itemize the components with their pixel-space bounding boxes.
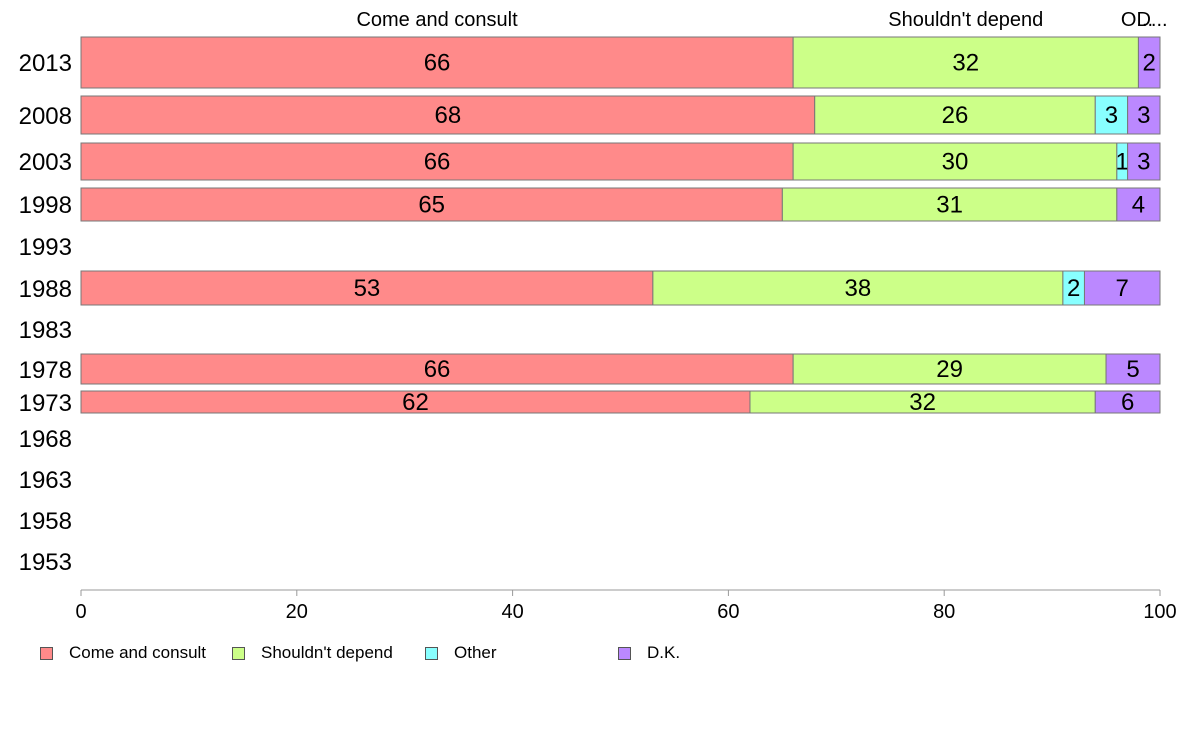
legend-label-dk: D.K. [647,643,681,662]
x-tick-label-0: 0 [75,601,86,623]
data-label-2003-other: 1 [1116,149,1129,176]
year-label-2008: 2008 [19,103,72,130]
data-label-1973-shouldn-t-depend: 32 [909,389,936,416]
data-label-2008-other: 3 [1105,102,1118,129]
legend-label-shouldnt-depend: Shouldn't depend [261,643,393,662]
year-label-1968: 1968 [19,426,72,453]
data-label-1978-shouldn-t-depend: 29 [936,356,963,383]
bar-2003-shouldn-t-depend [792,142,1118,181]
data-label-1998-d-k-: 4 [1132,192,1145,219]
bar-1988-shouldn-t-depend [652,270,1064,306]
x-tick-label-20: 20 [286,601,308,623]
top-label-0: Come and consult [356,9,518,31]
bar-1998-d-k- [1116,187,1161,222]
bar-1988-d-k- [1083,270,1161,306]
legend-swatch-other [425,646,438,660]
bar-2008-other [1094,95,1129,135]
data-label-1973-come-and-consult: 62 [402,389,429,416]
bar-2003-come-and-consult [80,142,794,181]
data-label-2003-d-k-: 3 [1137,149,1150,176]
data-label-1988-other: 2 [1067,275,1080,302]
bar-2008-shouldn-t-depend [814,95,1096,135]
data-label-1978-d-k-: 5 [1126,356,1139,383]
legend-item-shouldnt-depend: Shouldn't depend [232,643,393,663]
data-label-1988-shouldn-t-depend: 38 [845,275,872,302]
x-tick-label-40: 40 [501,601,523,623]
data-label-2003-shouldn-t-depend: 30 [942,149,969,176]
bar-1978-shouldn-t-depend [792,353,1107,385]
bar-2013-d-k- [1137,36,1161,89]
data-label-1998-come-and-consult: 65 [418,192,445,219]
data-label-1973-d-k-: 6 [1121,389,1134,416]
legend-label-come-and-consult: Come and consult [69,643,207,662]
bar-1978-come-and-consult [80,353,794,385]
bar-1998-shouldn-t-depend [781,187,1118,222]
legend-item-come-and-consult: Come and consult [40,643,206,663]
data-label-2013-d-k-: 2 [1143,50,1156,77]
year-label-2013: 2013 [19,50,72,77]
bar-2013-come-and-consult [80,36,794,89]
data-label-2008-come-and-consult: 68 [435,102,462,129]
bar-1998-come-and-consult [80,187,783,222]
x-tick-label-60: 60 [717,601,739,623]
year-label-1998: 1998 [19,192,72,219]
bar-1978-d-k- [1105,353,1161,385]
legend-label-other: Other [454,643,497,662]
data-label-1998-shouldn-t-depend: 31 [936,192,963,219]
legend-swatch-dk [618,646,631,660]
year-label-1963: 1963 [19,467,72,494]
top-label-3: D... [1136,9,1167,31]
bar-2013-shouldn-t-depend [792,36,1139,89]
year-label-1973: 1973 [19,390,72,417]
x-tick-label-80: 80 [933,601,955,623]
data-label-1988-d-k-: 7 [1116,275,1129,302]
legend-item-dk: D.K. [618,643,680,663]
year-label-1993: 1993 [19,234,72,261]
bar-2003-d-k- [1127,142,1161,181]
year-label-1958: 1958 [19,508,72,535]
bar-2008-d-k- [1127,95,1161,135]
year-label-1988: 1988 [19,276,72,303]
year-label-1983: 1983 [19,317,72,344]
legend-swatch-come-and-consult [40,646,53,660]
x-tick-label-100: 100 [1143,601,1176,623]
bar-2008-come-and-consult [80,95,816,135]
data-label-2003-come-and-consult: 66 [424,149,451,176]
data-label-2008-d-k-: 3 [1137,102,1150,129]
year-label-2003: 2003 [19,149,72,176]
data-label-1978-come-and-consult: 66 [424,356,451,383]
year-label-1978: 1978 [19,357,72,384]
legend-swatch-shouldnt-depend [232,646,245,660]
data-label-2008-shouldn-t-depend: 26 [942,102,969,129]
data-label-2013-shouldn-t-depend: 32 [952,50,979,77]
data-label-1988-come-and-consult: 53 [354,275,381,302]
data-label-2013-come-and-consult: 66 [424,50,451,77]
top-label-2: O... [1121,9,1153,31]
bar-1973-d-k- [1094,390,1161,414]
top-label-1: Shouldn't depend [888,9,1043,31]
year-label-1953: 1953 [19,549,72,576]
legend-item-other: Other [425,643,497,663]
legend: Come and consult Shouldn't depend Other … [40,643,800,663]
